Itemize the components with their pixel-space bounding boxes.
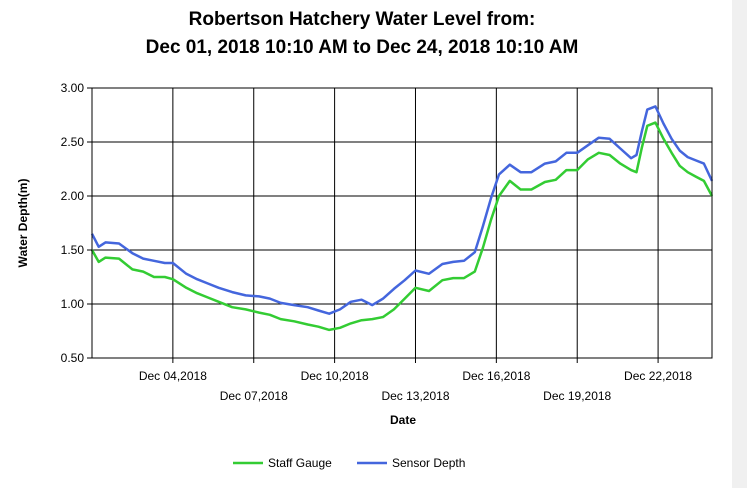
y-tick-label: 1.00 xyxy=(61,297,85,311)
y-tick-label: 3.00 xyxy=(61,81,85,95)
y-tick-label: 1.50 xyxy=(61,243,85,257)
y-axis-title: Water Depth(m) xyxy=(16,179,30,268)
x-tick-label: Dec 19,2018 xyxy=(543,389,611,403)
x-tick-label: Dec 22,2018 xyxy=(624,369,692,383)
x-tick-label: Dec 13,2018 xyxy=(381,389,449,403)
x-tick-label: Dec 10,2018 xyxy=(301,369,369,383)
legend-label-sensor-depth: Sensor Depth xyxy=(392,456,465,470)
x-tick-label: Dec 07,2018 xyxy=(220,389,288,403)
window-edge xyxy=(732,0,747,488)
series-lines xyxy=(90,105,714,332)
chart-title-line-2: Dec 01, 2018 10:10 AM to Dec 24, 2018 10… xyxy=(146,37,579,58)
legend-label-staff-gauge: Staff Gauge xyxy=(268,456,332,470)
plot-border xyxy=(91,87,713,359)
x-axis: Dec 04,2018 Dec 07,2018 Dec 10,2018 Dec 13,… xyxy=(139,358,692,403)
plot-area xyxy=(92,88,712,358)
series-line-sensor-depth xyxy=(90,105,714,315)
y-tick-label: 2.00 xyxy=(61,189,85,203)
x-tick-label: Dec 16,2018 xyxy=(462,369,530,383)
y-tick-label: 2.50 xyxy=(61,135,85,149)
chart-title-line-1: Robertson Hatchery Water Level from: xyxy=(189,9,536,30)
y-tick-label: 0.50 xyxy=(61,351,85,365)
y-axis: 0.50 1.00 1.50 2.00 2.50 3.00 xyxy=(61,81,92,365)
x-axis-title: Date xyxy=(390,413,416,427)
x-tick-label: Dec 04,2018 xyxy=(139,369,207,383)
legend: Staff Gauge Sensor Depth xyxy=(233,456,465,470)
series-line-staff-gauge xyxy=(90,121,714,332)
